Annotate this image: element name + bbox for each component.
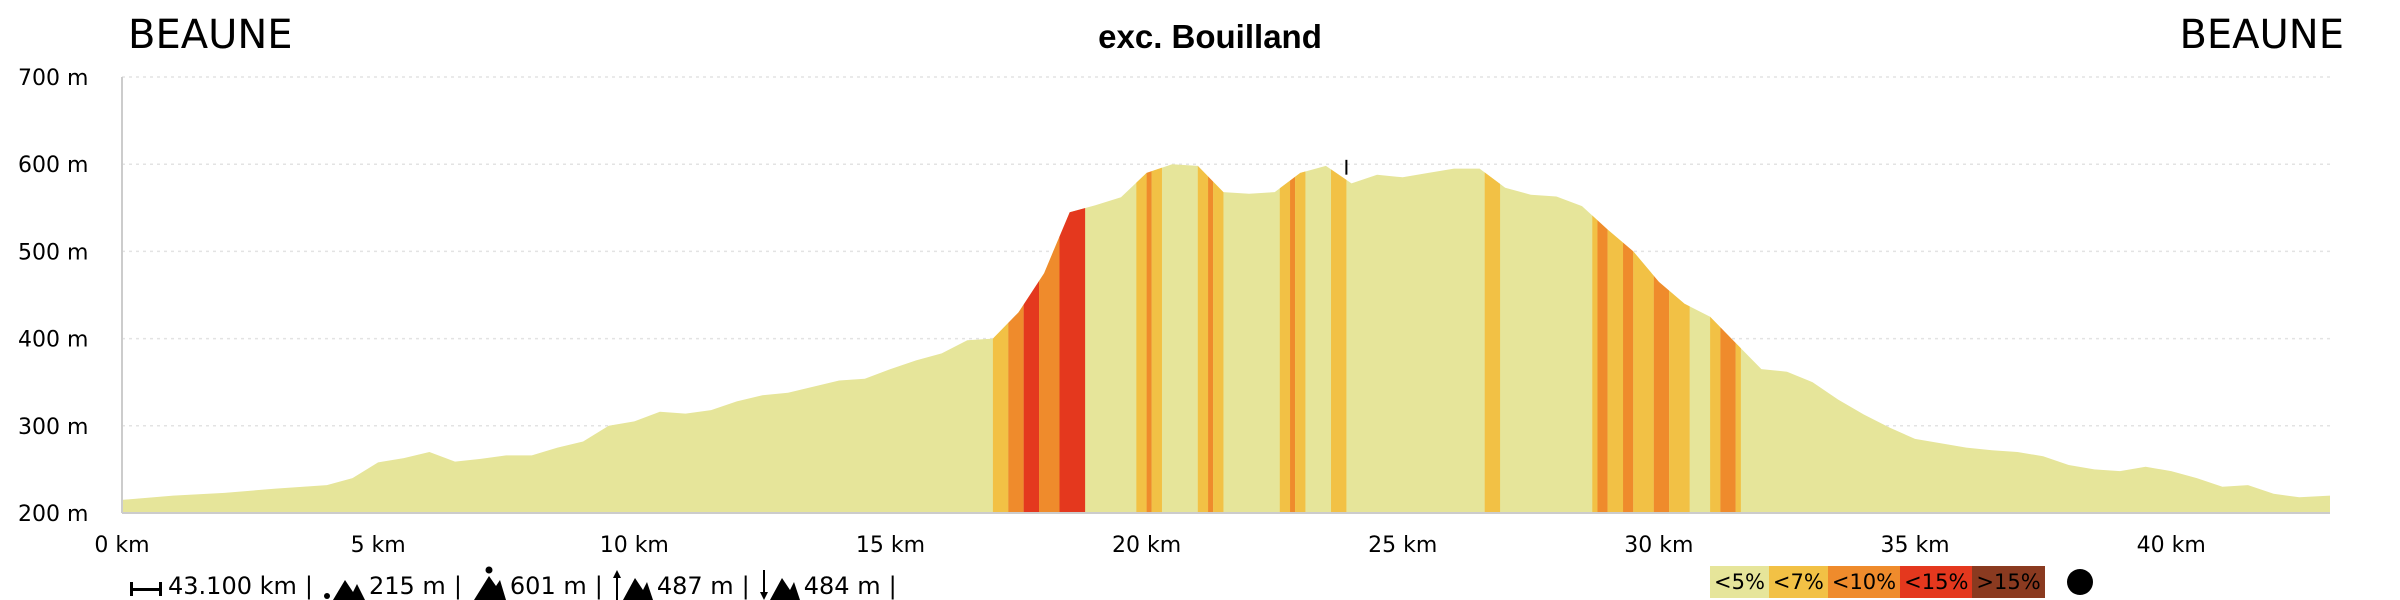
gradient-band <box>1669 164 1690 513</box>
axes <box>121 77 2330 514</box>
gradient-band <box>1597 164 1608 513</box>
gradient-band <box>1008 164 1024 513</box>
y-tick-label: 200 m <box>18 502 88 527</box>
descent-icon <box>759 570 804 600</box>
gradient-band <box>1279 164 1291 513</box>
x-tick-label: 10 km <box>600 533 669 558</box>
stats-bar: 43.100 km | 215 m | 601 m | 487 m | 484 … <box>128 566 907 600</box>
x-tick-label: 0 km <box>94 533 149 558</box>
gradient-band <box>1331 164 1347 513</box>
gradient-band <box>1653 164 1670 513</box>
gradient-legend: <5% <7% <10% <15% >15% <box>1710 566 2045 598</box>
x-tick-label: 30 km <box>1624 533 1693 558</box>
end-place: BEAUNE <box>2179 12 2344 58</box>
y-tick-label: 300 m <box>18 415 88 440</box>
elevation-chart: 0 km 5 km 10 km 15 km 20 km 25 km 30 km 35 km 40… <box>18 66 2330 558</box>
max-altitude-icon <box>472 566 510 600</box>
gradient-band <box>1295 164 1306 513</box>
y-tick-label: 600 m <box>18 153 88 178</box>
legend-item-lt15: <15% <box>1900 566 1973 598</box>
gradient-band <box>1290 164 1296 513</box>
y-tick-label: 500 m <box>18 240 88 265</box>
max-altitude-value: 601 m <box>509 572 587 600</box>
chart-title: exc. Bouilland <box>1098 18 1322 55</box>
gradient-band <box>1633 164 1654 513</box>
ascent-icon <box>612 570 657 600</box>
profile-area <box>122 159 2330 513</box>
x-tick-label: 15 km <box>856 533 925 558</box>
gradient-band <box>1710 164 1721 513</box>
legend-item-lt10: <10% <box>1827 566 1901 598</box>
x-tick-label: 25 km <box>1368 533 1437 558</box>
gradient-band <box>1197 164 1209 513</box>
min-altitude-value: 215 m <box>368 572 446 600</box>
distance-icon <box>128 572 168 600</box>
base-band <box>122 164 2330 513</box>
legend-item-lt5: <5% <box>1710 566 1769 598</box>
y-tick-label: 400 m <box>18 328 88 353</box>
x-tick-labels: 0 km 5 km 10 km 15 km 20 km 25 km 30 km 35 km 40… <box>94 533 2205 558</box>
x-tick-label: 40 km <box>2137 533 2206 558</box>
gradient-band <box>1208 164 1214 513</box>
legend-item-lt7: <7% <box>1768 566 1828 598</box>
distance-value: 43.100 km <box>168 572 297 600</box>
x-tick-label: 20 km <box>1112 533 1181 558</box>
profile-fill <box>122 164 2330 513</box>
legend-marker-dot <box>2067 569 2093 595</box>
ascent-value: 487 m <box>656 572 734 600</box>
y-tick-label: 700 m <box>18 66 88 91</box>
gradient-band <box>1059 164 1086 513</box>
start-place: BEAUNE <box>128 12 293 58</box>
y-tick-labels: 200 m 300 m 400 m 500 m 600 m 700 m <box>18 66 88 527</box>
gradient-band <box>1136 164 1147 513</box>
legend-item-gt15: >15% <box>1972 566 2045 598</box>
gradient-band <box>1023 164 1040 513</box>
gradient-band <box>1623 164 1634 513</box>
gradient-band <box>1484 164 1501 513</box>
gradient-band <box>1039 164 1060 513</box>
gradient-band <box>1735 164 1741 513</box>
gradient-band <box>1592 164 1598 513</box>
descent-value: 484 m <box>803 572 881 600</box>
gradient-band <box>1720 164 1736 513</box>
gradient-band <box>1213 164 1224 513</box>
x-tick-label: 35 km <box>1880 533 1949 558</box>
gradient-band <box>1151 164 1162 513</box>
min-altitude-icon <box>323 572 369 600</box>
gradient-band <box>1146 164 1152 513</box>
x-tick-label: 5 km <box>351 533 406 558</box>
gradient-band <box>1607 164 1624 513</box>
gradient-band <box>992 164 1009 513</box>
